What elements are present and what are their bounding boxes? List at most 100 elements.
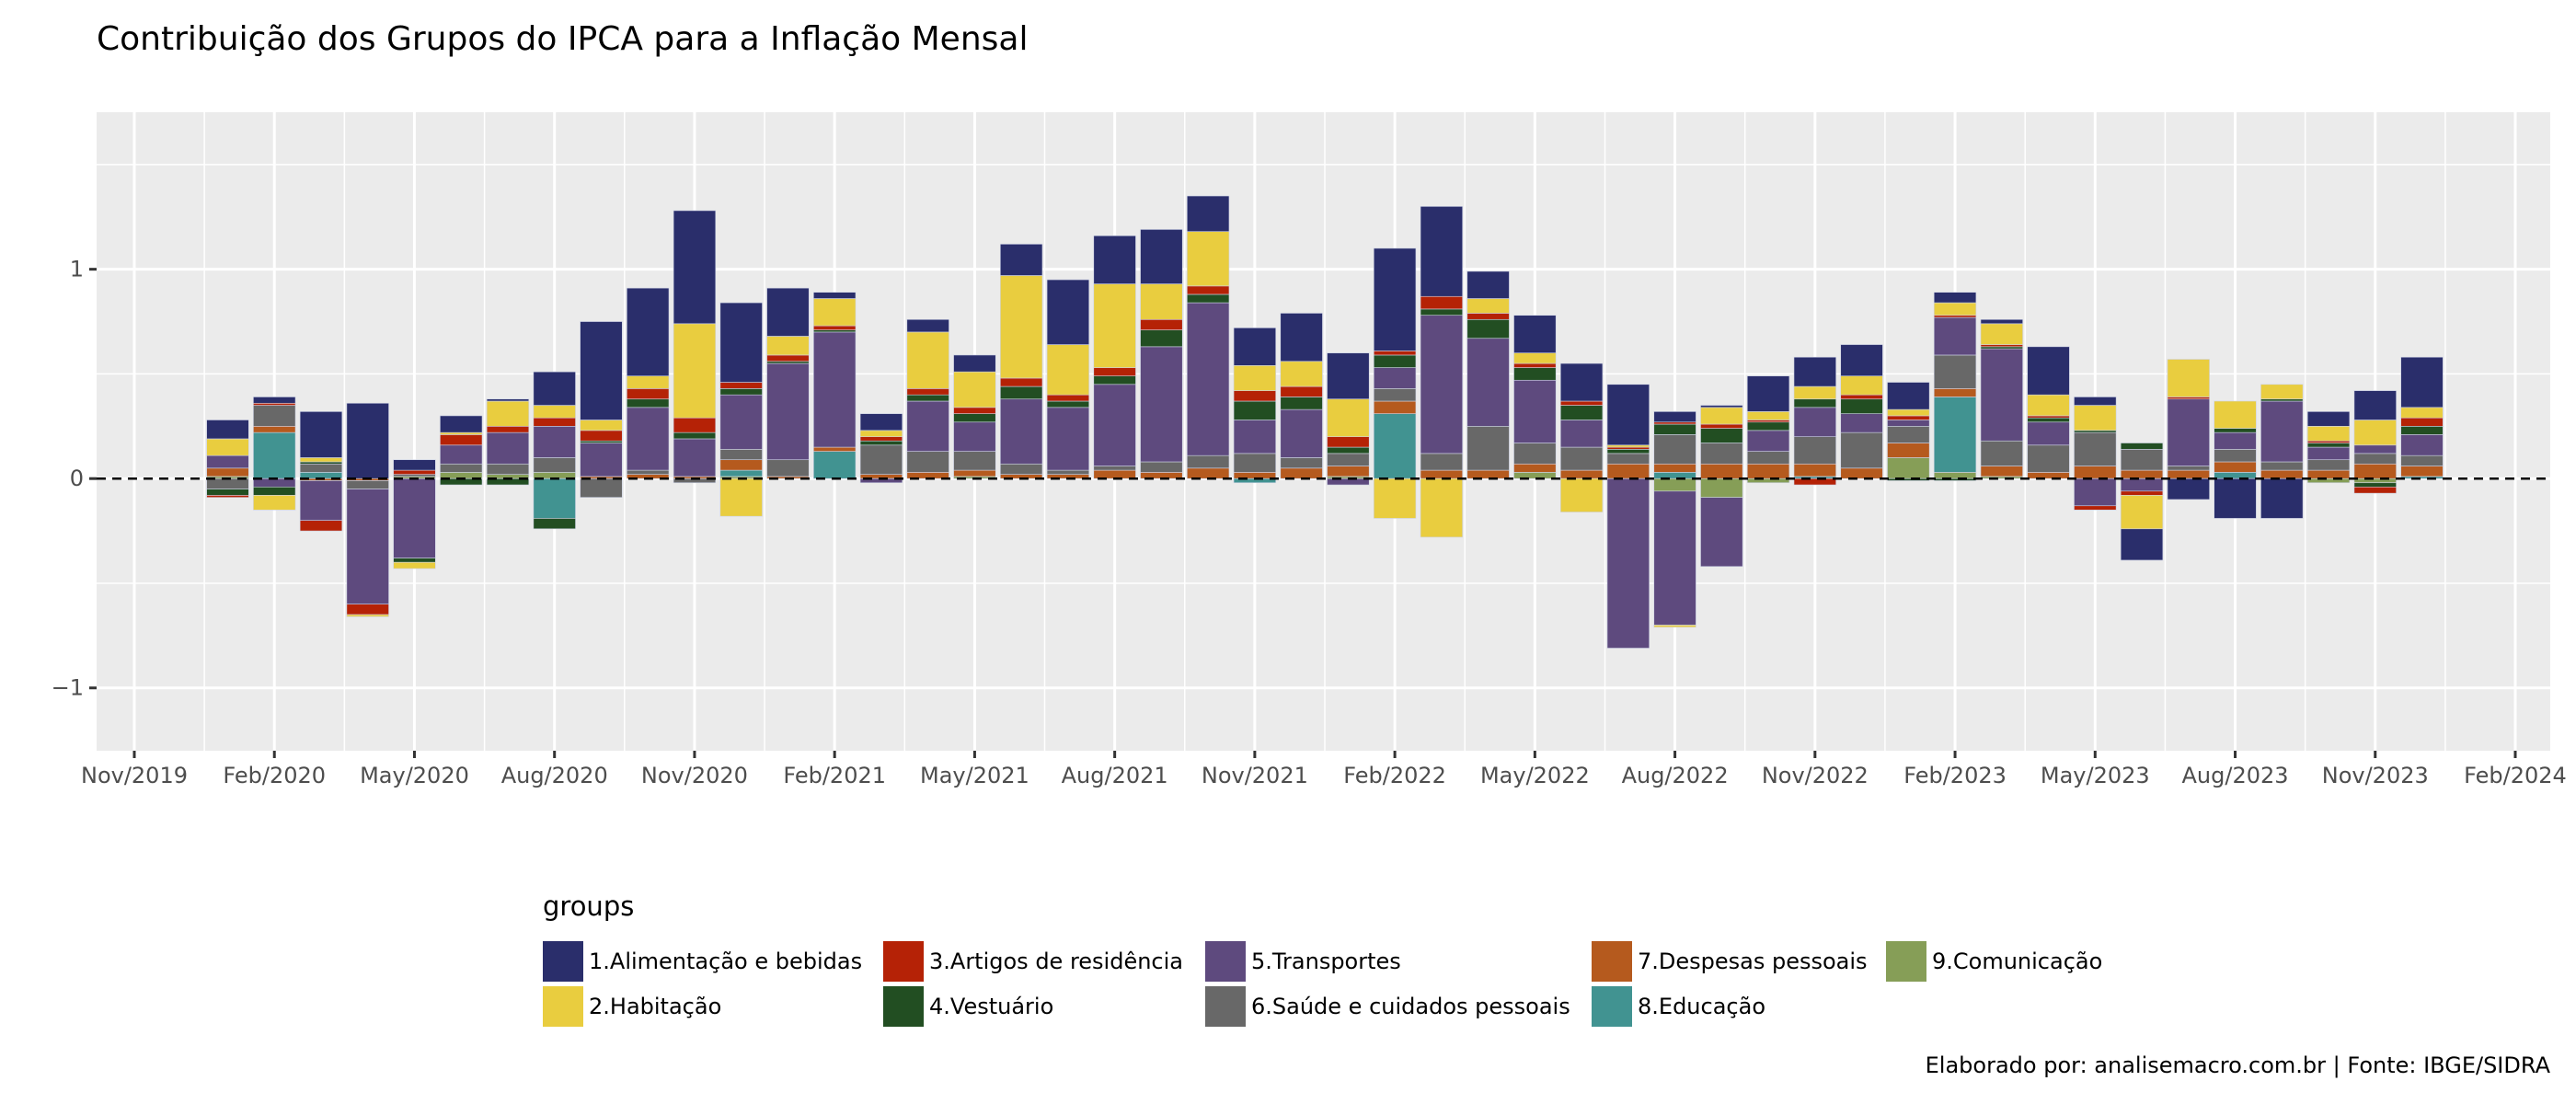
x-tick-label: May/2021 (920, 763, 1029, 788)
bar-segment (253, 426, 296, 433)
bar-segment (1746, 477, 1790, 484)
bar-segment (1793, 398, 1836, 408)
bar-segment (2120, 490, 2164, 496)
bar-segment (2167, 466, 2210, 471)
legend-item: 4.Vestuário (883, 983, 1205, 1029)
bar-segment (1840, 413, 1883, 433)
bar-stacks (206, 195, 2444, 649)
legend-item: 8.Educação (1592, 983, 1886, 1029)
bar-segment (1606, 446, 1650, 450)
x-tick-label: May/2023 (2041, 763, 2150, 788)
bar-segment (2353, 477, 2397, 484)
bar-segment (393, 477, 436, 558)
bar-segment (719, 388, 763, 396)
bar-segment (719, 394, 763, 450)
bar-segment (1887, 477, 1930, 481)
bar-segment (1093, 469, 1136, 479)
bar-stack-Jul/2022 (1606, 384, 1650, 649)
bar-segment (1000, 398, 1043, 465)
bar-segment (906, 400, 949, 452)
bar-segment (859, 430, 903, 437)
bar-segment (1093, 384, 1136, 466)
bar-segment (1746, 411, 1790, 420)
legend-items: 1.Alimentação e bebidas 2.Habitação 3.Arti… (543, 938, 2116, 1029)
bar-segment (1140, 229, 1183, 284)
x-tick-label: Nov/2019 (81, 763, 188, 788)
bar-segment (1327, 436, 1370, 448)
bar-segment (1513, 463, 1557, 473)
bar-segment (1653, 421, 1696, 425)
bar-segment (1793, 463, 1836, 477)
y-tick-label: 1 (70, 257, 84, 282)
bar-segment (1513, 362, 1557, 368)
bar-stack-Aug/2022 (1653, 411, 1696, 628)
bar-segment (1887, 420, 1930, 427)
bar-segment (1559, 446, 1604, 471)
bar-segment (1140, 318, 1183, 330)
bar-segment (1980, 318, 2023, 325)
bar-segment (906, 451, 949, 473)
bar-segment (1420, 308, 1463, 316)
bar-stack-Aug/2021 (1093, 235, 1136, 479)
bar-segment (1700, 497, 1743, 568)
bar-segment (813, 292, 857, 299)
bar-stack-Apr/2021 (906, 318, 949, 479)
bar-segment (2214, 449, 2257, 463)
bar-segment (2400, 476, 2444, 479)
bar-stack-Sep/2021 (1140, 229, 1183, 479)
bar-segment (859, 413, 903, 431)
bar-segment (953, 421, 996, 452)
bar-segment (486, 398, 530, 402)
bar-stack-Nov/2022 (1793, 356, 1836, 486)
bar-segment (1793, 436, 1836, 465)
bar-segment (2306, 446, 2351, 461)
bar-segment (486, 400, 530, 427)
bar-segment (580, 443, 623, 477)
bar-segment (1653, 423, 1696, 435)
bar-segment (1420, 477, 1463, 538)
bar-segment (2074, 431, 2117, 466)
bar-segment (1700, 423, 1743, 429)
bar-segment (486, 463, 530, 475)
bar-segment (1840, 431, 1883, 469)
bar-segment (2027, 472, 2070, 479)
bar-segment (906, 331, 949, 389)
bar-segment (2120, 495, 2164, 530)
bar-segment (346, 402, 389, 479)
bar-segment (1513, 352, 1557, 364)
bar-segment (766, 354, 810, 362)
bar-segment (1420, 206, 1463, 297)
bar-segment (1233, 328, 1277, 366)
bar-segment (1140, 283, 1183, 320)
bar-segment (533, 477, 576, 519)
legend-label: 5.Transportes (1251, 948, 1401, 974)
bar-segment (1327, 398, 1370, 437)
bar-segment (580, 430, 623, 442)
bar-stack-Nov/2023 (2353, 390, 2397, 494)
bar-stack-Mar/2023 (1980, 318, 2023, 479)
legend-label: 6.Saúde e cuidados pessoais (1251, 993, 1570, 1019)
bar-segment (1887, 457, 1930, 479)
bar-segment (2027, 394, 2070, 417)
bar-segment (627, 407, 670, 471)
bar-segment (1093, 367, 1136, 377)
bar-segment (1933, 302, 1977, 316)
bar-segment (2400, 434, 2444, 456)
bar-segment (1373, 351, 1417, 356)
bar-segment (1187, 454, 1230, 469)
legend-label: 8.Educação (1638, 993, 1765, 1019)
x-tick-label: Nov/2023 (2322, 763, 2429, 788)
bar-segment (673, 438, 717, 477)
bar-segment (1980, 476, 2023, 479)
bar-segment (2353, 420, 2397, 446)
bar-segment (533, 371, 576, 406)
bar-segment (953, 371, 996, 408)
bar-segment (813, 329, 857, 333)
bar-stack-Dec/2023 (2400, 356, 2444, 479)
bar-segment (2074, 430, 2117, 433)
bar-stack-Feb/2021 (813, 292, 857, 479)
bar-stack-Oct/2021 (1187, 195, 1230, 479)
bar-segment (1000, 385, 1043, 400)
x-tick-label: Aug/2020 (501, 763, 608, 788)
bar-segment (627, 375, 670, 389)
